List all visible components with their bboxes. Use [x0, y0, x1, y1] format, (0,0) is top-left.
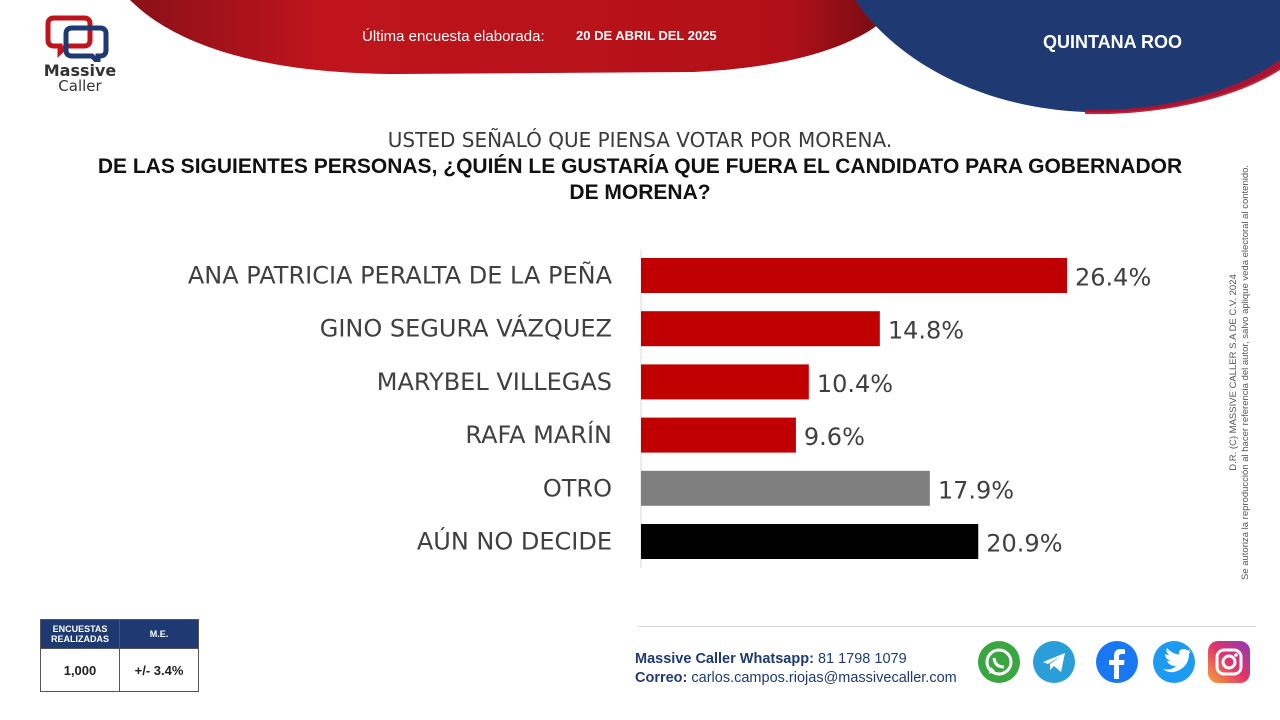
- value-label-5: 17.9%: [938, 476, 1014, 504]
- telegram-icon[interactable]: [1033, 641, 1075, 683]
- copyright-line2: Se autoriza la reproducción al hacer ref…: [1240, 164, 1251, 581]
- value-label-2: 14.8%: [888, 317, 964, 345]
- contact-info: Massive Caller Whatsapp: 81 1798 1079 Co…: [635, 650, 957, 688]
- footer-divider: [638, 626, 1256, 627]
- survey-date-label: Última encuesta elaborada:: [362, 28, 545, 45]
- question-title: DE LAS SIGUIENTES PERSONAS, ¿QUIÉN LE GU…: [97, 155, 1183, 204]
- bar-6: [641, 524, 979, 559]
- value-label-3: 10.4%: [817, 370, 893, 398]
- whatsapp-icon[interactable]: [978, 641, 1020, 683]
- logo-icon: [45, 15, 109, 69]
- category-label-3: MARYBEL VILLEGAS: [377, 368, 612, 396]
- value-label-4: 9.6%: [804, 423, 865, 451]
- bar-2: [641, 311, 880, 347]
- category-label-4: RAFA MARÍN: [465, 420, 612, 449]
- massive-caller-logo: Massive Caller: [40, 12, 120, 104]
- surveys-count: 1,000: [40, 648, 120, 692]
- bar-1: [641, 258, 1067, 293]
- bar-3: [641, 364, 809, 400]
- category-label-6: AÚN NO DECIDE: [417, 526, 612, 556]
- bar-5: [641, 470, 930, 506]
- question-intro: USTED SEÑALÓ QUE PIENSA VOTAR POR MORENA…: [387, 128, 893, 152]
- whatsapp-number[interactable]: 81 1798 1079: [817, 651, 907, 667]
- facebook-icon[interactable]: [1096, 641, 1138, 683]
- navy-header-accent: [1085, 60, 1280, 115]
- instagram-icon[interactable]: [1208, 641, 1250, 683]
- navy-header-shape: [855, 0, 1280, 113]
- survey-stats-table: ENCUESTAS REALIZADAS M.E. 1,000 +/- 3.4%: [40, 619, 199, 692]
- value-label-6: 20.9%: [986, 530, 1062, 558]
- margin-error-header: M.E.: [119, 619, 199, 649]
- brand-name-line2: Caller: [58, 77, 102, 95]
- category-label-2: GINO SEGURA VÁZQUEZ: [320, 314, 612, 343]
- whatsapp-label: Massive Caller Whatsapp:: [635, 651, 814, 667]
- copyright-notice: D.R. (C) MASSIVE CALLER S.A DE C.V. 2024…: [1228, 150, 1254, 595]
- category-label-5: OTRO: [543, 474, 612, 502]
- margin-error-value: +/- 3.4%: [119, 648, 199, 692]
- brand-name-line1: Massive: [43, 61, 117, 80]
- survey-date: 20 DE ABRIL DEL 2025: [576, 28, 717, 43]
- twitter-icon[interactable]: [1153, 641, 1195, 683]
- email-address[interactable]: carlos.campos.riojas@massivecaller.com: [691, 670, 957, 686]
- region-title: QUINTANA ROO: [1043, 32, 1182, 52]
- surveys-header: ENCUESTAS REALIZADAS: [40, 619, 120, 649]
- email-label: Correo:: [635, 670, 688, 686]
- value-label-1: 26.4%: [1075, 264, 1151, 292]
- red-header-shape: [130, 0, 900, 74]
- category-label-1: ANA PATRICIA PERALTA DE LA PEÑA: [188, 260, 613, 290]
- bar-4: [641, 417, 796, 453]
- copyright-line1: D.R. (C) MASSIVE CALLER S.A DE C.V. 2024: [1228, 274, 1239, 471]
